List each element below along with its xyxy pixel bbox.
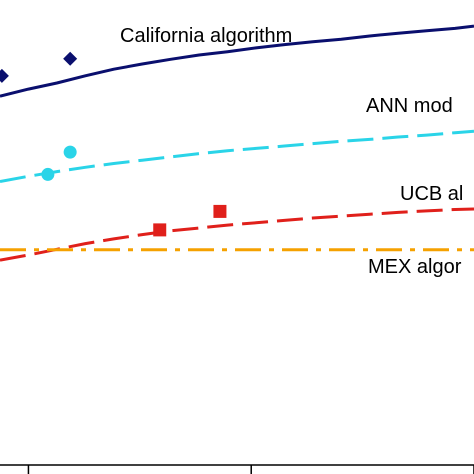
marker-square-1 — [153, 223, 167, 237]
series-line-2 — [0, 129, 474, 183]
series-line-3 — [0, 207, 474, 262]
series-labels: California algorithm ANN mod UCB al MEX … — [120, 25, 463, 278]
series-label-mex: MEX algor — [368, 256, 462, 278]
series-line-1 — [0, 24, 474, 98]
series-label-ucb: UCB al — [400, 183, 463, 205]
series-markers — [0, 51, 227, 237]
marker-diamond-2 — [63, 51, 78, 66]
series-label-california: California algorithm — [120, 25, 292, 47]
x-ticks — [27, 465, 474, 474]
series-lines — [0, 24, 474, 262]
series-label-ann: ANN mod — [366, 95, 453, 117]
marker-circle-1 — [63, 145, 77, 159]
marker-square-2 — [213, 204, 227, 218]
plot-area: California algorithm ANN mod UCB al MEX … — [0, 24, 474, 474]
marker-diamond-1 — [0, 68, 9, 83]
marker-circle-2 — [41, 167, 55, 181]
